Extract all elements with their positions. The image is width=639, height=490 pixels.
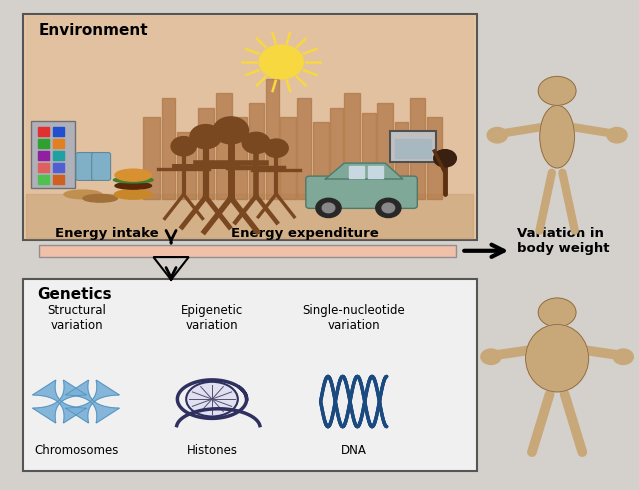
Bar [38, 127, 49, 136]
Ellipse shape [540, 105, 574, 168]
Text: Genetics: Genetics [37, 288, 112, 302]
Text: Histones: Histones [187, 444, 238, 457]
Circle shape [607, 127, 627, 143]
Bar [38, 175, 49, 184]
Circle shape [213, 117, 249, 144]
Bar [249, 103, 265, 199]
Ellipse shape [64, 190, 102, 199]
Ellipse shape [114, 190, 152, 199]
Text: Structural
variation: Structural variation [47, 304, 106, 332]
Circle shape [538, 298, 576, 327]
Ellipse shape [115, 169, 151, 181]
Bar [38, 139, 49, 147]
Bar [38, 163, 49, 172]
FancyBboxPatch shape [23, 279, 477, 471]
Polygon shape [33, 380, 86, 423]
Text: Single-nucleotide
variation: Single-nucleotide variation [302, 304, 405, 332]
Polygon shape [65, 380, 119, 423]
FancyBboxPatch shape [76, 152, 95, 180]
Text: Variation in
body weight: Variation in body weight [518, 227, 610, 255]
Bar [142, 118, 160, 199]
Bar [216, 93, 231, 199]
Circle shape [382, 203, 395, 213]
Bar [312, 122, 328, 199]
Circle shape [538, 76, 576, 105]
Bar [344, 93, 360, 199]
FancyBboxPatch shape [31, 121, 75, 188]
Bar [52, 175, 64, 184]
Bar [26, 195, 473, 238]
Bar [427, 118, 442, 199]
Ellipse shape [526, 324, 589, 392]
FancyBboxPatch shape [39, 245, 456, 257]
Ellipse shape [115, 182, 151, 189]
Circle shape [376, 198, 401, 218]
Bar [198, 108, 214, 199]
Bar [52, 163, 64, 172]
Bar [26, 16, 473, 238]
Bar [52, 139, 64, 147]
Circle shape [434, 149, 456, 167]
Circle shape [259, 45, 304, 79]
Bar [349, 166, 364, 177]
Bar [280, 118, 296, 199]
FancyBboxPatch shape [306, 176, 417, 208]
Circle shape [316, 198, 341, 218]
Bar [377, 103, 393, 199]
Bar [178, 132, 196, 199]
Bar [396, 139, 431, 158]
Circle shape [190, 124, 222, 148]
Bar [52, 127, 64, 136]
Bar [162, 98, 176, 199]
Ellipse shape [83, 195, 118, 202]
Ellipse shape [186, 382, 238, 416]
Text: DNA: DNA [341, 444, 367, 457]
FancyBboxPatch shape [390, 131, 436, 162]
Polygon shape [33, 380, 86, 423]
Bar [367, 166, 383, 177]
Circle shape [242, 132, 270, 153]
Circle shape [613, 349, 633, 365]
Bar [395, 122, 408, 199]
Bar [297, 98, 311, 199]
Bar [233, 118, 247, 199]
Circle shape [265, 139, 288, 157]
Circle shape [171, 137, 196, 156]
Bar [38, 151, 49, 160]
Text: Chromosomes: Chromosomes [35, 444, 119, 457]
FancyBboxPatch shape [92, 152, 111, 180]
Text: Environment: Environment [39, 24, 148, 38]
Polygon shape [65, 380, 119, 423]
Circle shape [481, 349, 501, 365]
Bar [266, 79, 279, 199]
Circle shape [322, 203, 335, 213]
FancyBboxPatch shape [23, 14, 477, 240]
Bar [410, 98, 426, 199]
Text: Energy intake: Energy intake [54, 227, 158, 240]
Text: Epigenetic
variation: Epigenetic variation [181, 304, 243, 332]
Ellipse shape [114, 177, 153, 183]
Bar [330, 108, 343, 199]
Polygon shape [325, 163, 403, 179]
Text: Energy expenditure: Energy expenditure [231, 227, 379, 240]
Circle shape [487, 127, 507, 143]
Bar [52, 151, 64, 160]
Bar [362, 113, 376, 199]
